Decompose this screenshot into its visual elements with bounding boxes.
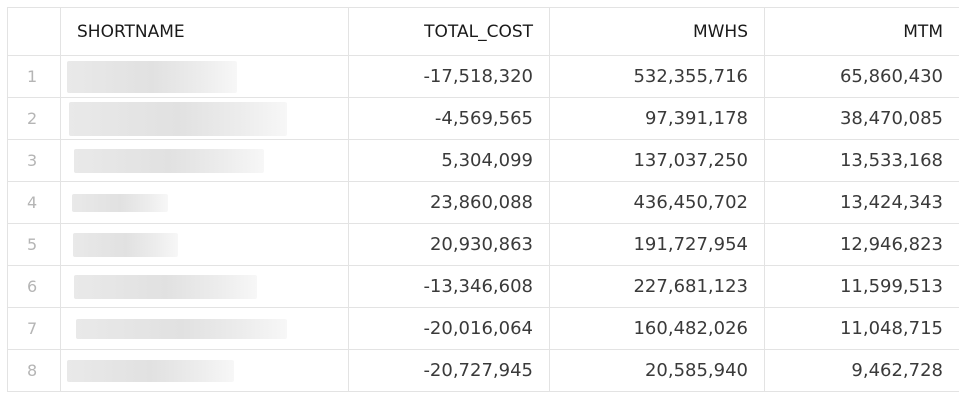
header-mwhs[interactable]: MWHS xyxy=(549,7,765,56)
table-header: SHORTNAME TOTAL_COST MWHS MTM xyxy=(7,7,959,56)
total-cost-cell[interactable]: -4,569,565 xyxy=(348,97,550,140)
mtm-cell[interactable]: 13,533,168 xyxy=(764,139,959,182)
mtm-cell[interactable]: 38,470,085 xyxy=(764,97,959,140)
total-cost-cell[interactable]: 23,860,088 xyxy=(348,181,550,224)
row-index: 6 xyxy=(7,265,61,308)
row-index: 7 xyxy=(7,307,61,350)
mtm-cell[interactable]: 65,860,430 xyxy=(764,55,959,98)
redacted-text xyxy=(73,232,178,257)
total-cost-cell[interactable]: -17,518,320 xyxy=(348,55,550,98)
header-total-cost[interactable]: TOTAL_COST xyxy=(348,7,550,56)
header-shortname[interactable]: SHORTNAME xyxy=(60,7,349,56)
row-index: 2 xyxy=(7,97,61,140)
row-index: 3 xyxy=(7,139,61,182)
shortname-cell[interactable] xyxy=(60,265,349,308)
table-row[interactable]: 5 20,930,863 191,727,954 12,946,823 xyxy=(7,223,959,266)
table-row[interactable]: 1 -17,518,320 532,355,716 65,860,430 xyxy=(7,55,959,98)
mwhs-cell[interactable]: 436,450,702 xyxy=(549,181,765,224)
table-row[interactable]: 3 5,304,099 137,037,250 13,533,168 xyxy=(7,139,959,182)
shortname-cell[interactable] xyxy=(60,349,349,392)
mwhs-cell[interactable]: 227,681,123 xyxy=(549,265,765,308)
table-row[interactable]: 7 -20,016,064 160,482,026 11,048,715 xyxy=(7,307,959,350)
total-cost-cell[interactable]: -13,346,608 xyxy=(348,265,550,308)
header-mtm[interactable]: MTM xyxy=(764,7,959,56)
shortname-cell[interactable] xyxy=(60,181,349,224)
header-index[interactable] xyxy=(7,7,61,56)
header-row: SHORTNAME TOTAL_COST MWHS MTM xyxy=(7,7,959,56)
redacted-text xyxy=(74,274,257,299)
mwhs-cell[interactable]: 532,355,716 xyxy=(549,55,765,98)
table-body: 1 -17,518,320 532,355,716 65,860,430 2 -… xyxy=(7,55,959,392)
shortname-cell[interactable] xyxy=(60,55,349,98)
table-row[interactable]: 4 23,860,088 436,450,702 13,424,343 xyxy=(7,181,959,224)
table-row[interactable]: 2 -4,569,565 97,391,178 38,470,085 xyxy=(7,97,959,140)
redacted-text xyxy=(76,318,287,339)
total-cost-cell[interactable]: 20,930,863 xyxy=(348,223,550,266)
redacted-text xyxy=(74,148,264,173)
table-row[interactable]: 8 -20,727,945 20,585,940 9,462,728 xyxy=(7,349,959,392)
total-cost-cell[interactable]: -20,016,064 xyxy=(348,307,550,350)
redacted-text xyxy=(67,60,237,93)
mtm-cell[interactable]: 13,424,343 xyxy=(764,181,959,224)
mwhs-cell[interactable]: 20,585,940 xyxy=(549,349,765,392)
row-index: 1 xyxy=(7,55,61,98)
redacted-text xyxy=(67,359,234,382)
mwhs-cell[interactable]: 191,727,954 xyxy=(549,223,765,266)
mwhs-cell[interactable]: 97,391,178 xyxy=(549,97,765,140)
mtm-cell[interactable]: 12,946,823 xyxy=(764,223,959,266)
mwhs-cell[interactable]: 160,482,026 xyxy=(549,307,765,350)
shortname-cell[interactable] xyxy=(60,139,349,182)
results-table: SHORTNAME TOTAL_COST MWHS MTM 1 -17,518,… xyxy=(7,7,959,392)
row-index: 4 xyxy=(7,181,61,224)
shortname-cell[interactable] xyxy=(60,307,349,350)
table-row[interactable]: 6 -13,346,608 227,681,123 11,599,513 xyxy=(7,265,959,308)
total-cost-cell[interactable]: -20,727,945 xyxy=(348,349,550,392)
row-index: 5 xyxy=(7,223,61,266)
redacted-text xyxy=(69,101,287,136)
row-index: 8 xyxy=(7,349,61,392)
shortname-cell[interactable] xyxy=(60,223,349,266)
total-cost-cell[interactable]: 5,304,099 xyxy=(348,139,550,182)
mtm-cell[interactable]: 11,599,513 xyxy=(764,265,959,308)
mwhs-cell[interactable]: 137,037,250 xyxy=(549,139,765,182)
mtm-cell[interactable]: 9,462,728 xyxy=(764,349,959,392)
mtm-cell[interactable]: 11,048,715 xyxy=(764,307,959,350)
shortname-cell[interactable] xyxy=(60,97,349,140)
redacted-text xyxy=(72,193,168,212)
